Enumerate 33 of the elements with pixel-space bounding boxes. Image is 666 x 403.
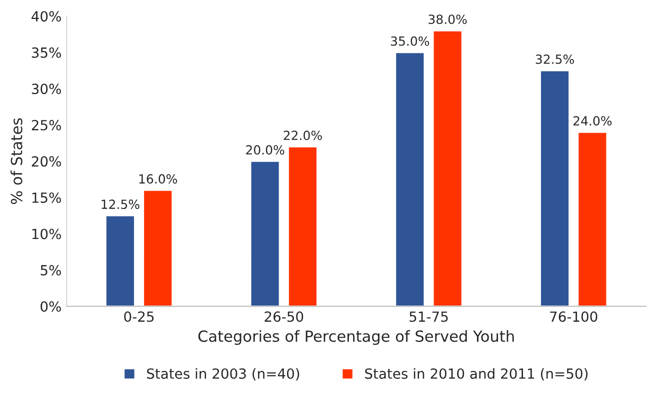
- bar: [540, 70, 570, 306]
- y-tick-label: 0%: [40, 301, 61, 312]
- y-tick-label: 10%: [32, 228, 61, 240]
- y-tick-label: 40%: [32, 11, 61, 22]
- bar: [288, 146, 318, 306]
- y-tick-label: 30%: [32, 84, 61, 94]
- data-label: 32.5%: [536, 54, 574, 64]
- x-tick-label: 26-50: [264, 311, 304, 322]
- legend-label: States in 2003 (n=40): [147, 368, 300, 380]
- x-tick-label: 76-100: [550, 311, 598, 322]
- x-tick-label: 51-75: [410, 312, 448, 322]
- y-axis-title: % of States: [10, 118, 22, 204]
- y-tick-label: 35%: [32, 47, 61, 58]
- legend-label: States in 2010 and 2011 (n=50): [365, 368, 588, 380]
- y-tick-label: 5%: [40, 264, 61, 276]
- data-label: 22.0%: [284, 130, 322, 140]
- data-label: 35.0%: [391, 36, 430, 46]
- bar: [577, 131, 608, 306]
- y-tick-label: 15%: [32, 192, 61, 203]
- data-label: 12.5%: [102, 200, 140, 210]
- x-tick-label: 0-25: [124, 311, 154, 322]
- data-label: 20.0%: [246, 145, 284, 155]
- data-label: 24.0%: [573, 116, 612, 126]
- bar: [105, 214, 136, 306]
- data-label: 16.0%: [139, 174, 178, 184]
- bar: [142, 190, 174, 306]
- bar: [250, 160, 280, 306]
- y-tick-label: 20%: [32, 156, 61, 167]
- y-tick-label: 25%: [32, 120, 61, 130]
- bar: [394, 52, 426, 306]
- data-label: 38.0%: [428, 14, 467, 24]
- x-axis-title: Categories of Percentage of Served Youth: [198, 330, 514, 345]
- bar: [432, 30, 463, 306]
